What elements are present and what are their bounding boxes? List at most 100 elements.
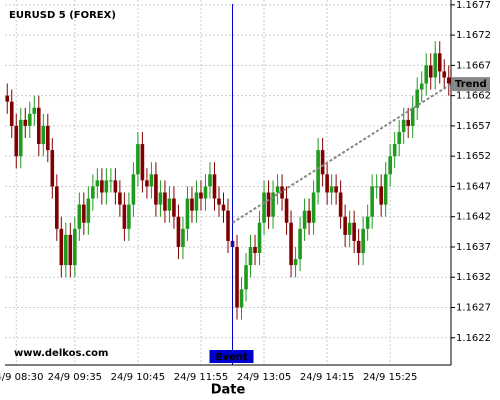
candle-body xyxy=(244,265,248,290)
candle-body xyxy=(374,186,379,188)
candle-body xyxy=(27,113,32,126)
candle-body xyxy=(136,144,140,175)
candle-body xyxy=(36,107,41,145)
y-tick-label: 1.1657 xyxy=(456,121,491,132)
candle-body xyxy=(181,228,185,247)
candle-body xyxy=(217,198,221,205)
candle-body xyxy=(280,186,284,199)
candle-body xyxy=(59,228,64,266)
candle-body xyxy=(82,204,86,223)
candle-body xyxy=(275,186,280,193)
candle-body xyxy=(18,119,23,157)
candle-body xyxy=(14,125,19,157)
candle-body xyxy=(41,125,46,145)
candle-body xyxy=(235,246,239,308)
candle-body xyxy=(253,246,257,254)
candle-body xyxy=(401,119,406,132)
candle-body xyxy=(5,95,10,102)
candle-body xyxy=(442,71,447,78)
candle-body xyxy=(320,150,325,175)
y-tick-label: 1.1637 xyxy=(456,242,491,253)
candle-body xyxy=(361,228,365,254)
y-tick-label: 1.1627 xyxy=(456,302,491,313)
candle-body xyxy=(446,77,451,84)
candle-body xyxy=(176,216,181,247)
candle-body xyxy=(415,89,420,108)
x-tick-label: 24/9 11:55 xyxy=(174,372,228,383)
candle-body xyxy=(158,192,163,205)
y-tick-label: 1.1667 xyxy=(456,60,491,71)
candle-body xyxy=(45,125,50,151)
event-label: Event xyxy=(215,352,247,363)
candle-body xyxy=(32,107,37,114)
candle-body xyxy=(329,186,334,193)
candle-body xyxy=(127,204,131,229)
x-axis-label: Date xyxy=(211,383,246,398)
candle-body xyxy=(167,198,172,211)
y-tick-label: 1.1632 xyxy=(456,272,491,283)
candle-body xyxy=(298,228,302,260)
candle-body xyxy=(226,210,230,241)
x-tick-label: 24/9 13:05 xyxy=(237,372,291,383)
candle-body xyxy=(122,204,127,229)
candle-body xyxy=(257,222,262,254)
x-tick-label: 24/9 09:35 xyxy=(48,372,102,383)
candle-body xyxy=(289,222,293,266)
trend-label: Trend xyxy=(455,79,487,90)
candle-body xyxy=(338,192,343,217)
watermark: www.delkos.com xyxy=(14,348,108,359)
candle-body xyxy=(307,210,311,223)
candle-body xyxy=(325,174,329,193)
candle-body xyxy=(433,53,438,78)
candle-body xyxy=(271,192,275,217)
trend-line xyxy=(231,83,452,224)
y-tick-label: 1.1677 xyxy=(456,0,491,11)
candle-body xyxy=(68,234,73,266)
x-tick-label: 24/9 10:45 xyxy=(111,372,165,383)
candle-body xyxy=(190,198,194,211)
candle-body xyxy=(248,246,253,266)
candle-body xyxy=(104,180,109,193)
candle-body xyxy=(140,144,145,181)
candle-body xyxy=(406,119,411,126)
candle-body xyxy=(239,289,244,308)
event-box xyxy=(209,350,254,363)
candle-body xyxy=(9,101,14,126)
y-tick-label: 1.1662 xyxy=(456,91,491,102)
candle-body xyxy=(437,53,442,72)
candle-body xyxy=(383,174,388,205)
plot xyxy=(5,4,452,365)
grid xyxy=(5,0,451,365)
candle-body xyxy=(149,174,154,187)
candle-body xyxy=(95,180,100,187)
candle-body xyxy=(388,156,392,175)
candle-body xyxy=(343,216,347,235)
candle-body xyxy=(208,174,212,187)
y-tick-label: 1.1642 xyxy=(456,212,491,223)
x-tick-label: 24/9 14:15 xyxy=(300,372,354,383)
candle-body xyxy=(203,186,208,199)
candle-body xyxy=(284,198,289,223)
candle-body xyxy=(419,83,424,90)
candle-body xyxy=(311,192,316,223)
candle-body xyxy=(316,150,320,193)
candle-body xyxy=(77,204,82,229)
candle-body xyxy=(172,198,176,217)
candle-body xyxy=(163,192,167,211)
candle-body xyxy=(55,186,59,229)
candle-body xyxy=(194,192,199,211)
candle-body xyxy=(379,186,383,205)
candle-body xyxy=(365,216,370,229)
y-tick-label: 1.1647 xyxy=(456,181,491,192)
candle-body xyxy=(397,131,401,145)
chart-title: EURUSD 5 (FOREX) xyxy=(9,10,116,21)
candle-body xyxy=(334,186,338,193)
candle-body xyxy=(424,65,429,84)
candle-body xyxy=(356,240,361,254)
candle-body xyxy=(370,186,374,217)
candle-body xyxy=(293,259,298,266)
candle-body xyxy=(86,198,91,223)
candle-body xyxy=(347,222,352,235)
